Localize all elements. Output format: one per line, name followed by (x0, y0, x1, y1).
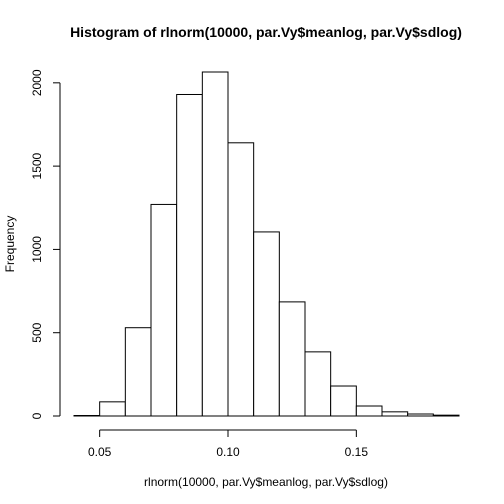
histogram-bar (330, 385, 357, 417)
x-axis: 0.05 0.10 0.15 (88, 429, 369, 459)
histogram-bar (253, 231, 280, 417)
bars-group (73, 71, 460, 417)
histogram-bar (150, 203, 178, 417)
histogram-bar (278, 301, 306, 417)
histogram-bar (124, 327, 152, 417)
y-tick-label: 0 (30, 412, 44, 419)
histogram-bar (201, 71, 229, 417)
y-tick-label: 2000 (30, 69, 44, 96)
y-tick-label: 1000 (30, 236, 44, 263)
histogram-bar (176, 93, 203, 417)
histogram-bar (99, 401, 126, 417)
y-tick-label: 500 (30, 322, 44, 342)
histogram-bar (432, 414, 460, 417)
x-tick-label: 0.10 (216, 445, 240, 459)
x-tick-label: 0.15 (345, 445, 369, 459)
x-axis-label: rlnorm(10000, par.Vy$meanlog, par.Vy$sdl… (144, 475, 388, 489)
histogram-bar (407, 413, 434, 417)
y-axis: 0 500 1000 1500 2000 (30, 69, 61, 419)
histogram-bar (381, 411, 409, 417)
histogram-bar (304, 351, 332, 417)
histogram-bar (227, 142, 255, 417)
y-axis-label: Frequency (3, 216, 17, 273)
chart-title: Histogram of rlnorm(10000, par.Vy$meanlo… (70, 24, 462, 40)
y-tick-label: 1500 (30, 152, 44, 179)
histogram-bar (73, 415, 101, 417)
x-tick-label: 0.05 (88, 445, 112, 459)
histogram-bar (355, 405, 383, 417)
